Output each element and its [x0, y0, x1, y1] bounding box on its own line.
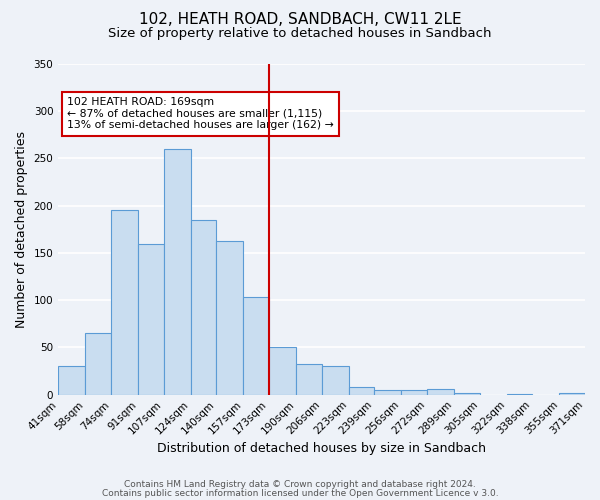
Text: Contains public sector information licensed under the Open Government Licence v : Contains public sector information licen…: [101, 489, 499, 498]
X-axis label: Distribution of detached houses by size in Sandbach: Distribution of detached houses by size …: [157, 442, 486, 455]
Bar: [138, 244, 164, 394]
Bar: [111, 210, 138, 394]
Text: Contains HM Land Registry data © Crown copyright and database right 2024.: Contains HM Land Registry data © Crown c…: [124, 480, 476, 489]
Bar: [374, 390, 401, 394]
Text: 102 HEATH ROAD: 169sqm
← 87% of detached houses are smaller (1,115)
13% of semi-: 102 HEATH ROAD: 169sqm ← 87% of detached…: [67, 97, 334, 130]
Bar: [244, 298, 269, 394]
Bar: [58, 366, 85, 394]
Bar: [269, 348, 296, 395]
Bar: [349, 387, 374, 394]
Text: Size of property relative to detached houses in Sandbach: Size of property relative to detached ho…: [108, 28, 492, 40]
Text: 102, HEATH ROAD, SANDBACH, CW11 2LE: 102, HEATH ROAD, SANDBACH, CW11 2LE: [139, 12, 461, 28]
Bar: [401, 390, 427, 394]
Bar: [191, 220, 216, 394]
Bar: [322, 366, 349, 394]
Bar: [85, 334, 111, 394]
Y-axis label: Number of detached properties: Number of detached properties: [15, 131, 28, 328]
Bar: [164, 149, 191, 394]
Bar: [454, 393, 479, 394]
Bar: [559, 393, 585, 394]
Bar: [216, 240, 244, 394]
Bar: [427, 389, 454, 394]
Bar: [296, 364, 322, 394]
